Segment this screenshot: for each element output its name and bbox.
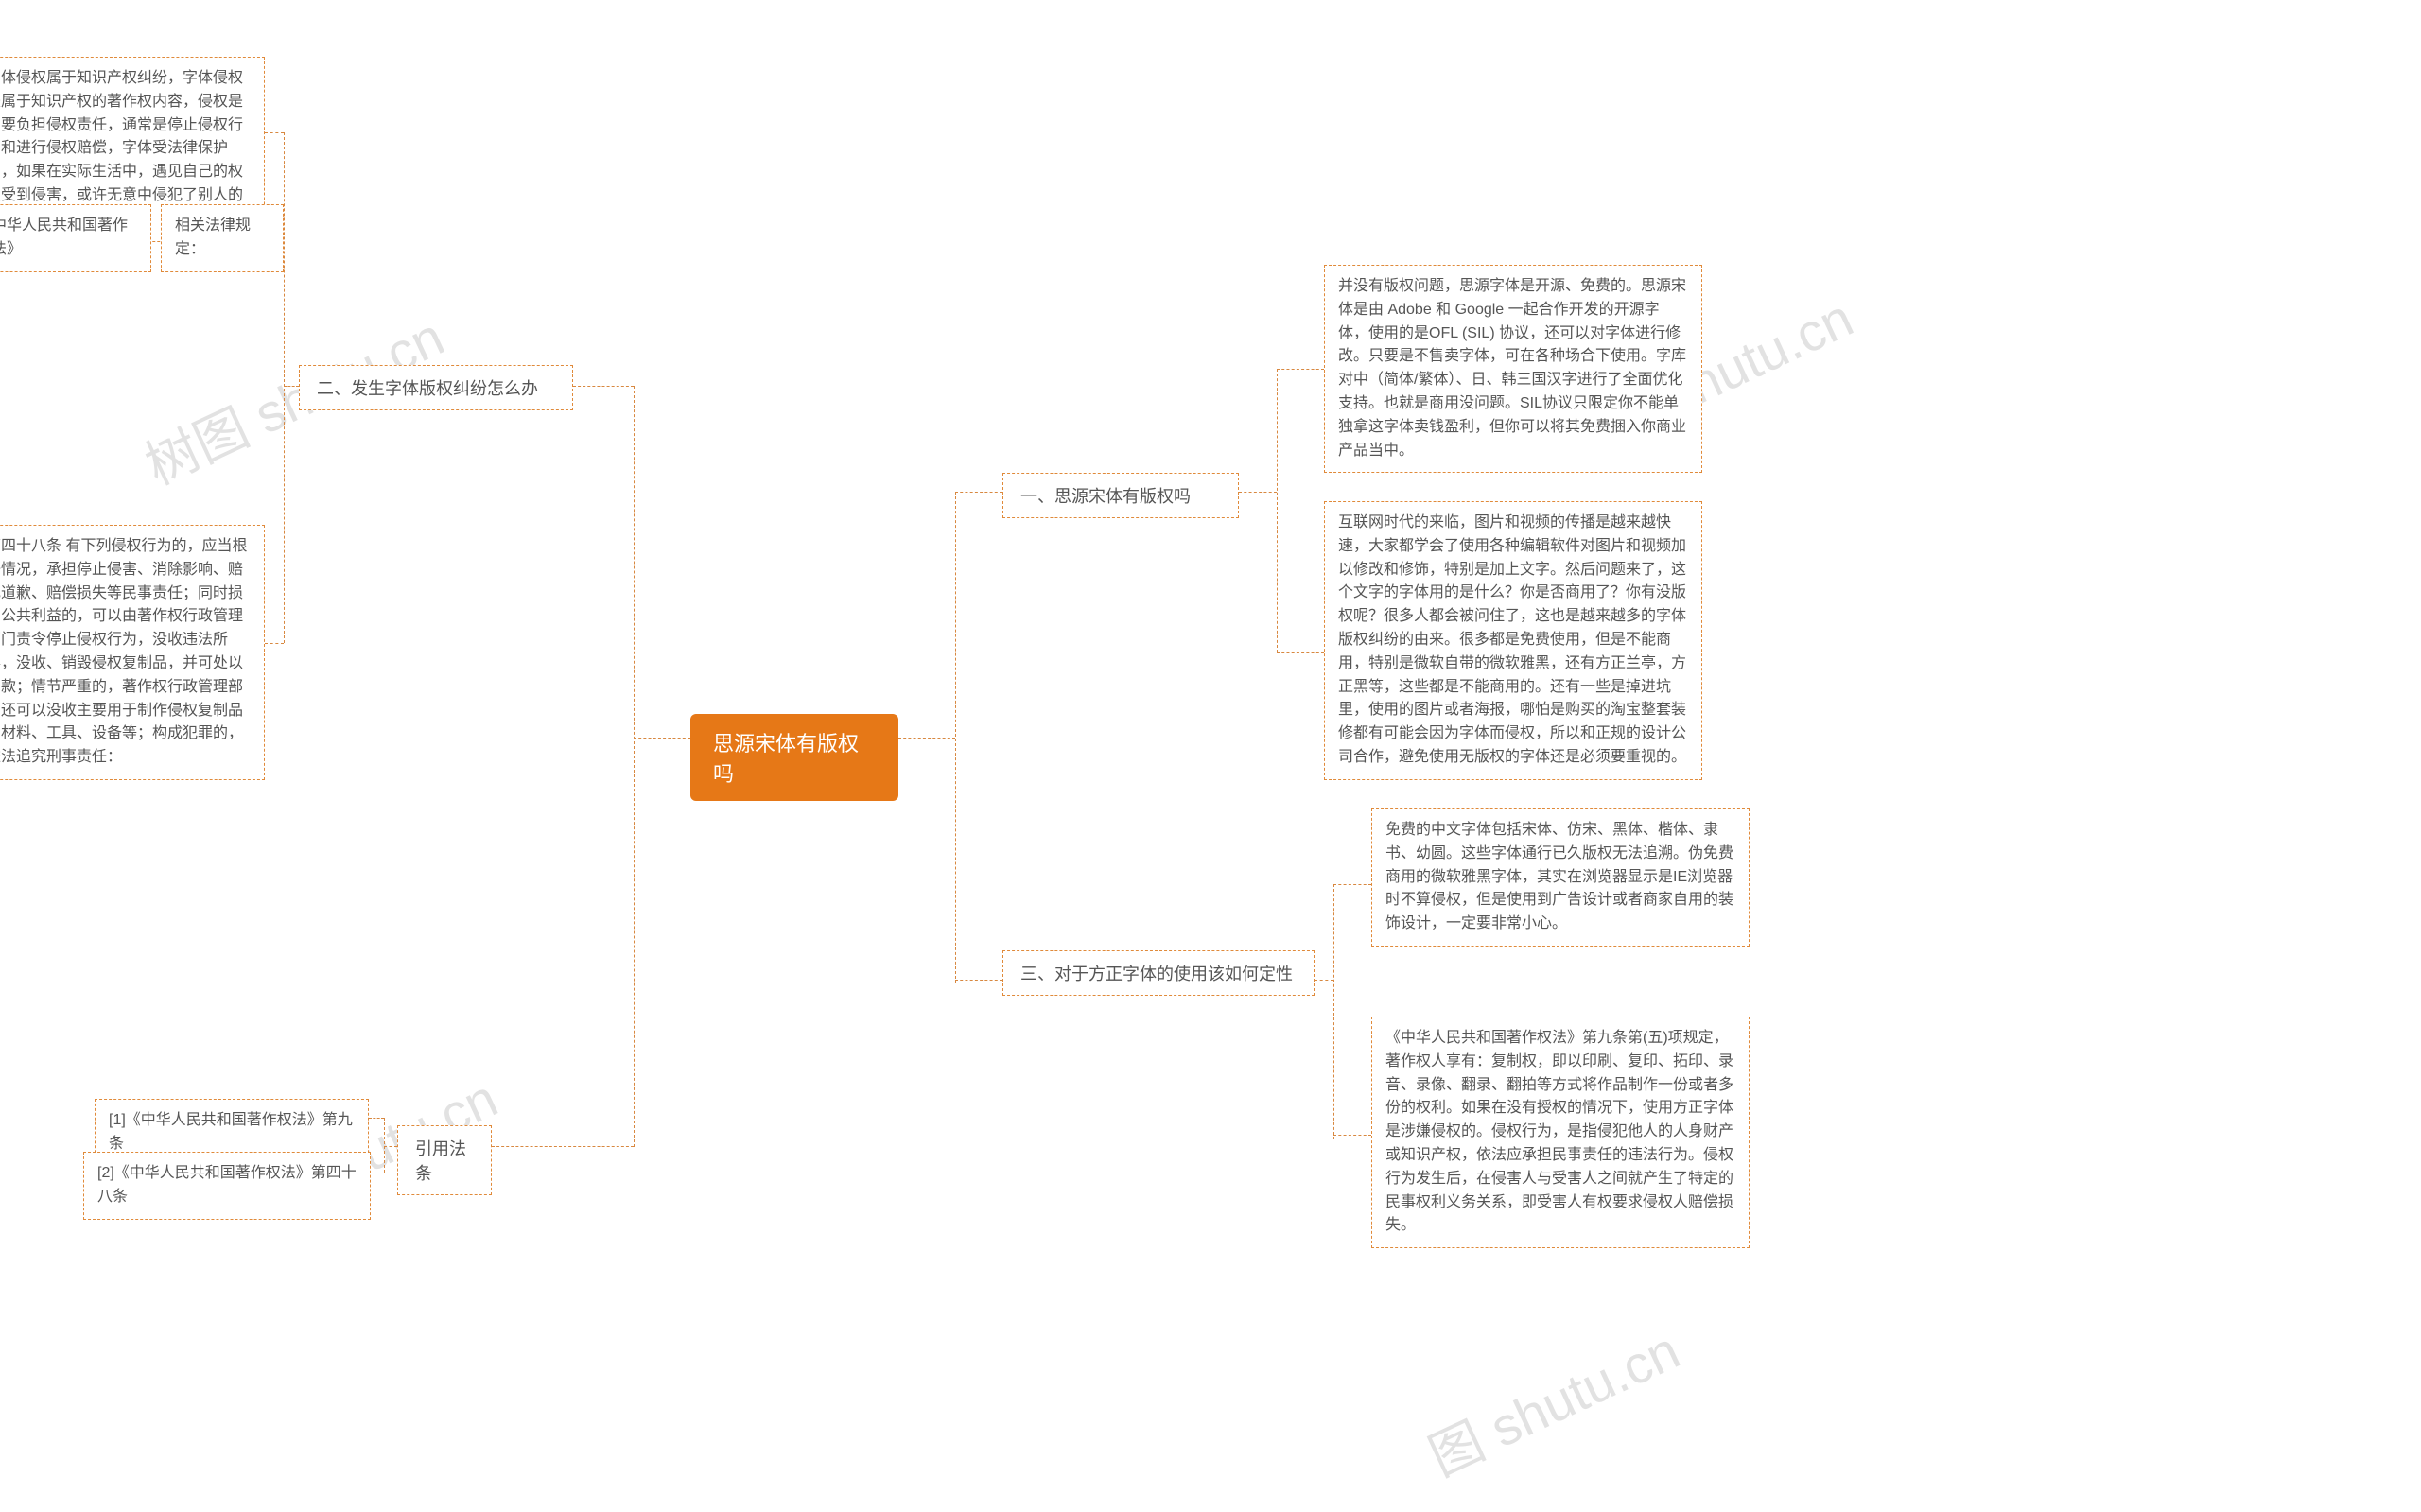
connector: [384, 1146, 397, 1147]
connector: [1333, 884, 1371, 885]
watermark: 图 shutu.cn: [1415, 1309, 1690, 1491]
branch-right-3: 三、对于方正字体的使用该如何定性: [1002, 950, 1315, 996]
leaf-b4c2: [2]《中华人民共和国著作权法》第四十八条: [83, 1152, 371, 1220]
leaf-b3c1: 免费的中文字体包括宋体、仿宋、黑体、楷体、隶书、幼圆。这些字体通行已久版权无法追…: [1371, 808, 1750, 947]
branch-right-1: 一、思源宋体有版权吗: [1002, 473, 1239, 518]
connector: [1333, 884, 1334, 1139]
connector: [492, 1146, 634, 1147]
connector: [955, 492, 956, 983]
connector: [1315, 980, 1333, 981]
branch-left-4: 引用法条: [397, 1125, 492, 1195]
connector: [384, 1118, 385, 1173]
connector: [955, 492, 1002, 493]
leaf-b1c1: 并没有版权问题，思源字体是开源、免费的。思源宋体是由 Adobe 和 Googl…: [1324, 265, 1702, 473]
leaf-b1c2: 互联网时代的来临，图片和视频的传播是越来越快速，大家都学会了使用各种编辑软件对图…: [1324, 501, 1702, 780]
leaf-b3c2: 《中华人民共和国著作权法》第九条第(五)项规定，著作权人享有：复制权，即以印刷、…: [1371, 1017, 1750, 1248]
connector: [1277, 369, 1324, 370]
connector: [284, 132, 285, 643]
connector: [1277, 652, 1324, 653]
connector: [634, 386, 635, 1147]
connector: [284, 386, 299, 387]
connector: [634, 738, 690, 739]
connector: [573, 386, 634, 387]
connector: [265, 132, 284, 133]
connector: [955, 980, 1002, 981]
connector: [265, 643, 284, 644]
connector: [1333, 1135, 1371, 1136]
connector: [898, 738, 955, 739]
leaf-b2c2: 相关法律规定：: [161, 204, 284, 272]
branch-left-2: 二、发生字体版权纠纷怎么办: [299, 365, 573, 410]
connector: [1239, 492, 1277, 493]
connector: [369, 1118, 384, 1119]
leaf-b2c3: 第四十八条 有下列侵权行为的，应当根据情况，承担停止侵害、消除影响、赔礼道歉、赔…: [0, 525, 265, 780]
leaf-b2c2a: 《中华人民共和国著作权法》: [0, 204, 151, 272]
center-topic: 思源宋体有版权吗: [690, 714, 898, 801]
connector: [1277, 369, 1278, 652]
